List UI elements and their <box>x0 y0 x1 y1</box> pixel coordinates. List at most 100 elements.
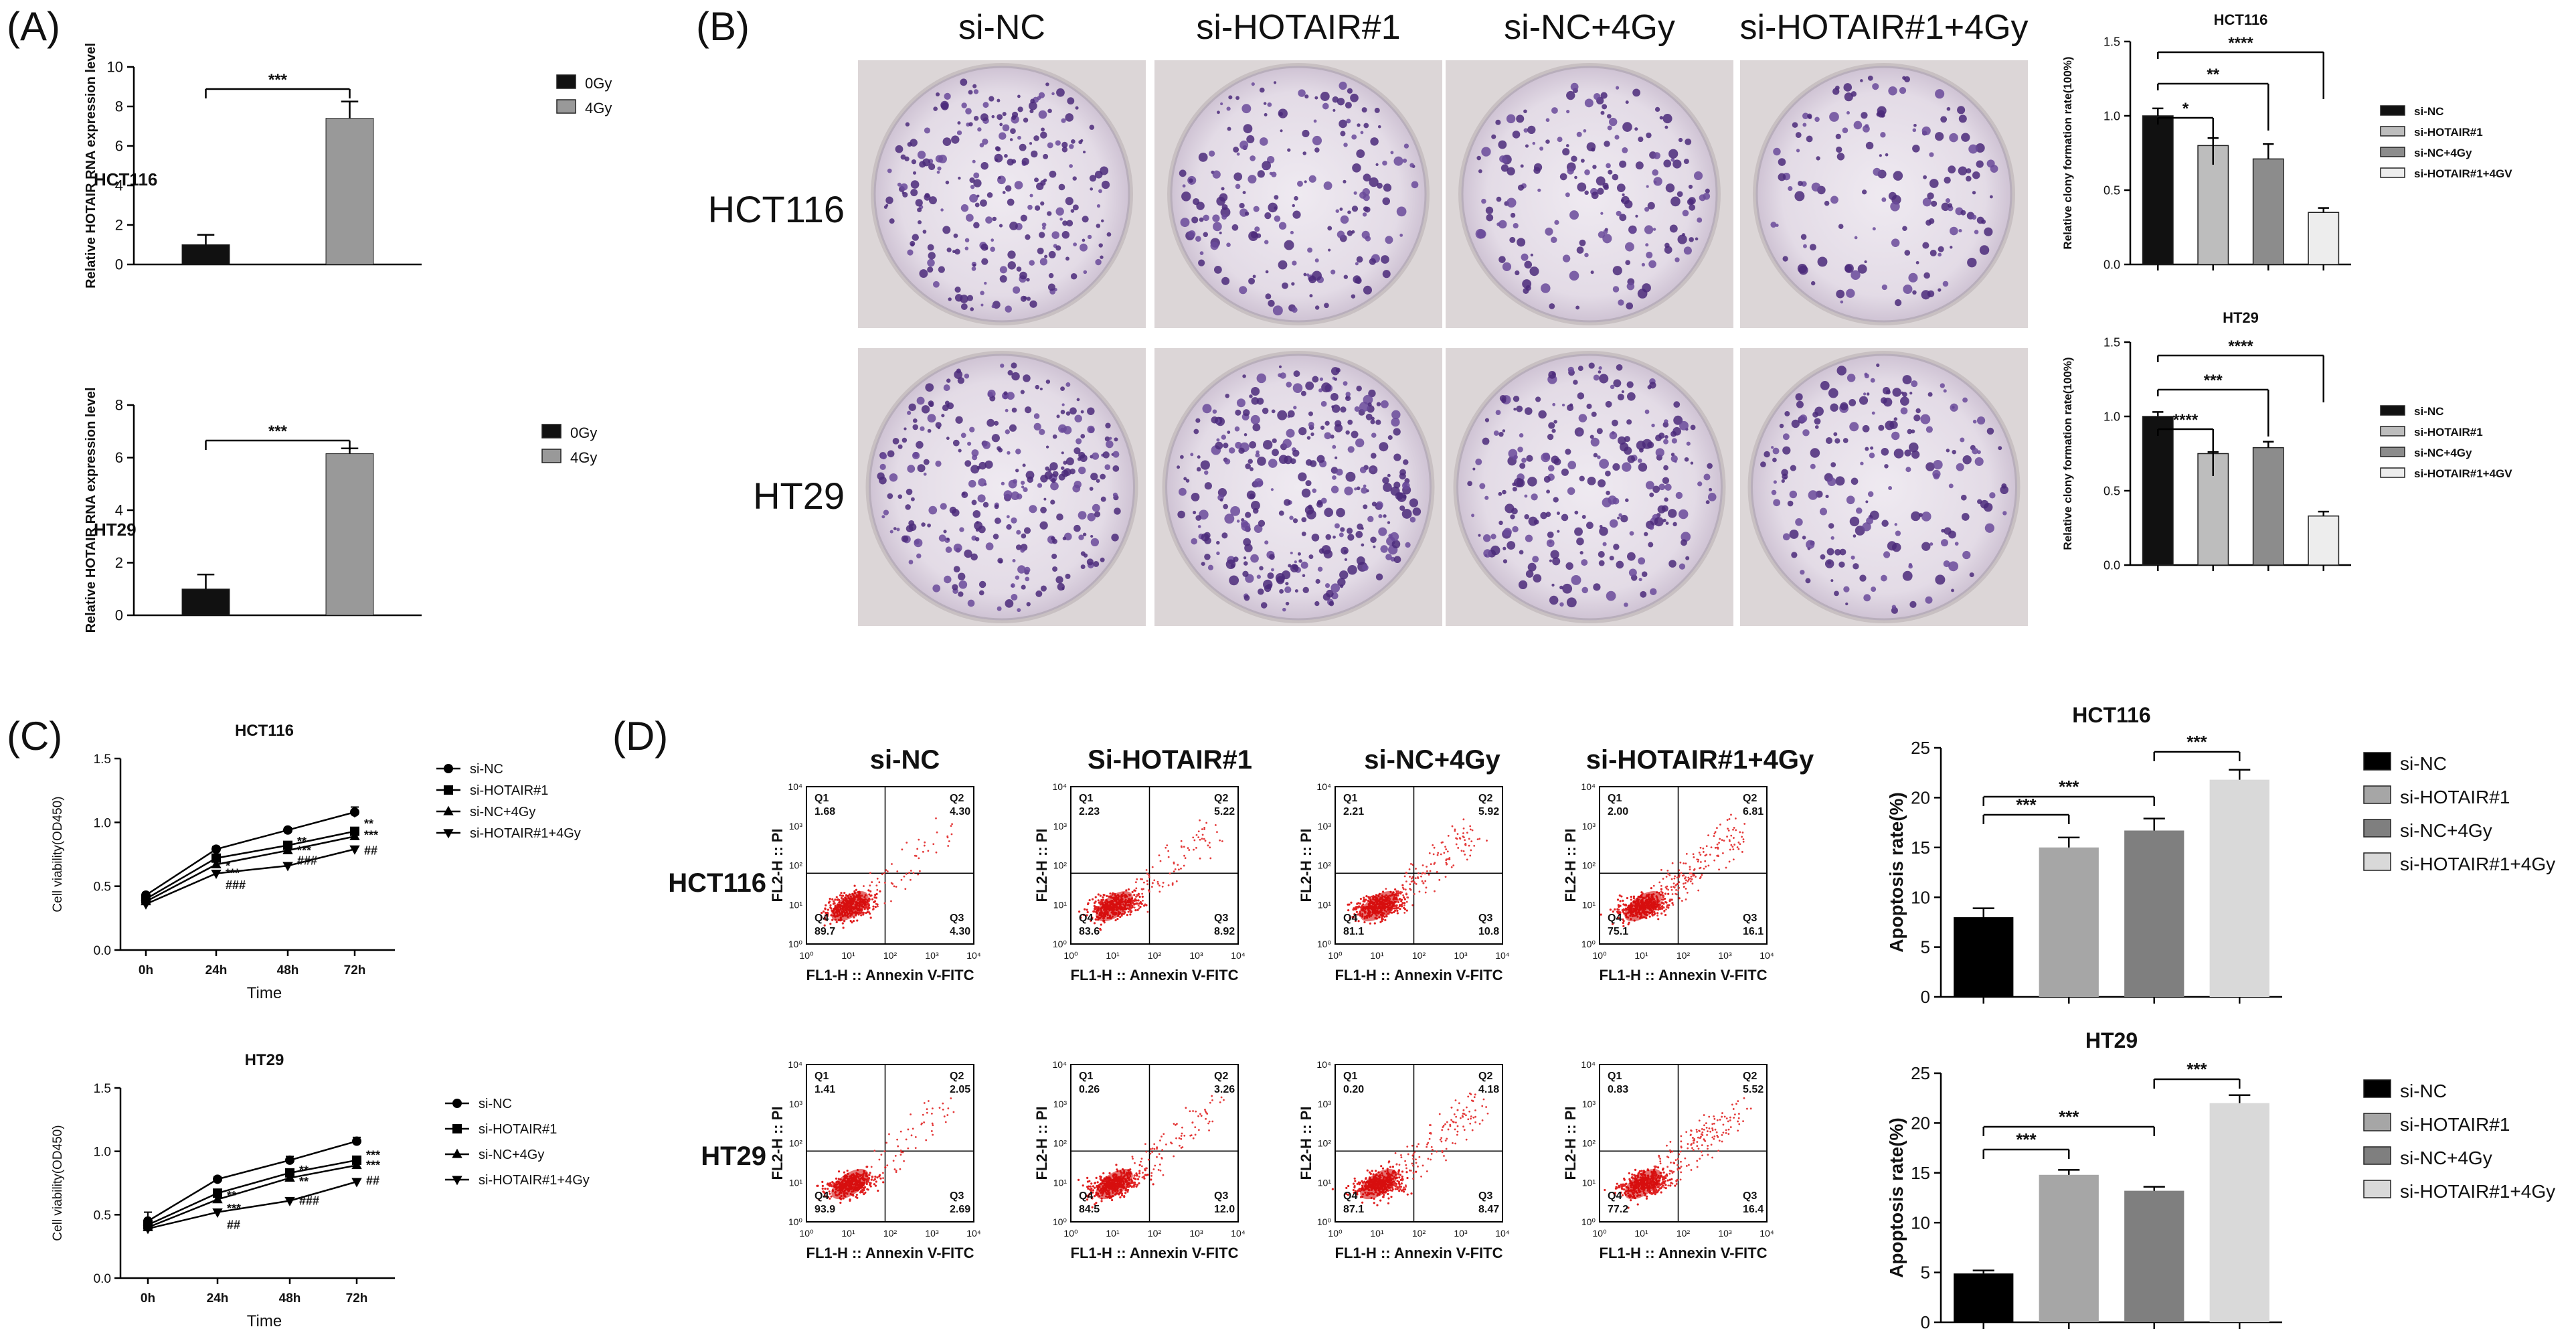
colony <box>1056 513 1063 521</box>
colony <box>999 224 1003 228</box>
colony <box>1100 219 1104 223</box>
colony <box>1189 178 1193 183</box>
event <box>1363 921 1366 924</box>
colony <box>1239 286 1248 295</box>
colony <box>1219 498 1223 502</box>
colony <box>1529 266 1539 277</box>
colony <box>1670 196 1681 207</box>
colony <box>1334 377 1338 381</box>
colony <box>1664 435 1668 439</box>
colony <box>1512 487 1517 492</box>
colony <box>916 553 922 559</box>
colony <box>1301 517 1307 523</box>
colony <box>1962 455 1972 465</box>
colony <box>971 449 979 457</box>
quadrant-name: Q3 <box>1478 913 1492 924</box>
colony <box>1383 183 1392 192</box>
event <box>1381 918 1384 921</box>
colony <box>968 90 973 95</box>
colony <box>1513 396 1520 402</box>
colony <box>906 525 914 532</box>
colony <box>1551 583 1555 587</box>
event <box>1093 922 1096 925</box>
colony <box>1662 518 1666 523</box>
event <box>1469 828 1472 831</box>
marker-triangle-down <box>211 870 222 879</box>
colony <box>1221 214 1227 220</box>
event <box>1369 922 1372 925</box>
colony <box>1950 226 1958 236</box>
event <box>1356 902 1359 905</box>
event <box>868 1174 871 1176</box>
colony <box>1047 142 1053 149</box>
event <box>1112 892 1114 894</box>
event <box>1661 902 1664 905</box>
event <box>831 919 834 921</box>
event <box>1092 910 1095 913</box>
event <box>878 1175 881 1178</box>
colony <box>1904 449 1911 457</box>
colony <box>1519 550 1524 555</box>
event <box>932 1133 934 1136</box>
colony <box>1516 405 1523 412</box>
colony <box>1291 282 1295 286</box>
event <box>1695 876 1697 878</box>
event <box>1411 864 1414 866</box>
colony <box>1905 467 1911 473</box>
colony <box>1894 299 1902 307</box>
legend-label: si-HOTAIR#1+4Gy <box>470 826 581 841</box>
colony <box>1502 158 1508 164</box>
event <box>1687 880 1689 882</box>
colony <box>1378 527 1387 536</box>
colony <box>1549 303 1555 309</box>
event <box>1728 817 1731 820</box>
colony <box>1277 410 1288 420</box>
colony <box>1090 187 1094 191</box>
colony <box>1675 491 1683 499</box>
colony <box>1547 433 1554 441</box>
colony <box>1355 531 1363 538</box>
colony <box>1541 453 1551 463</box>
colony <box>1106 440 1114 449</box>
colony <box>1885 153 1889 157</box>
colony <box>1851 91 1857 97</box>
colony <box>1834 548 1841 556</box>
row-label: HT29 <box>701 1142 766 1171</box>
event <box>1095 906 1098 909</box>
colony <box>1021 485 1025 489</box>
colony <box>1034 205 1041 211</box>
event <box>1445 848 1448 850</box>
colony <box>1061 147 1068 153</box>
colony <box>1228 447 1235 454</box>
colony <box>923 459 930 465</box>
event <box>1129 909 1132 911</box>
event <box>1468 844 1470 847</box>
series-line <box>145 836 355 902</box>
colony <box>1250 467 1254 471</box>
colony <box>1853 534 1857 538</box>
colony <box>1069 144 1074 149</box>
event <box>827 909 829 911</box>
event <box>824 1187 827 1190</box>
significance-label: *** <box>366 1159 380 1172</box>
colony <box>1076 438 1082 445</box>
colony <box>1051 553 1057 560</box>
colony <box>911 159 917 165</box>
event <box>1630 895 1632 898</box>
colony <box>1061 141 1068 148</box>
colony <box>1387 521 1391 524</box>
quadrant-name: Q1 <box>1608 793 1622 804</box>
colony <box>1251 386 1260 396</box>
colony <box>1824 200 1830 206</box>
panel-label: (B) <box>696 4 750 49</box>
colony <box>1490 534 1496 540</box>
colony <box>1679 563 1686 570</box>
colony <box>1895 530 1901 536</box>
event <box>1687 876 1690 879</box>
colony <box>1517 238 1526 247</box>
x-tick-label: 10² <box>1677 950 1691 961</box>
event <box>869 872 871 874</box>
x-axis-label: FL1-H :: Annexin V-FITC <box>806 967 974 984</box>
series-line <box>147 1180 357 1230</box>
event <box>1167 856 1170 858</box>
